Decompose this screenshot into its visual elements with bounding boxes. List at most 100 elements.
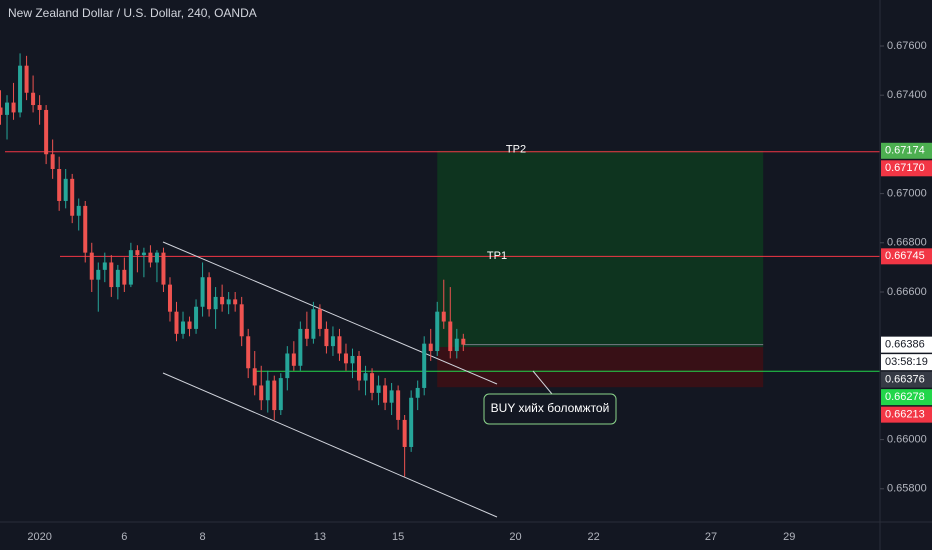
candle-body — [76, 205, 81, 216]
callout-pointer — [532, 370, 553, 395]
candle-body — [311, 309, 316, 339]
candle-body — [102, 262, 107, 270]
candle-body — [291, 353, 296, 366]
candle-body — [213, 296, 218, 310]
candle-body — [148, 252, 153, 263]
candle-body — [350, 355, 355, 364]
candle-body — [435, 311, 440, 352]
candle-body — [337, 336, 342, 354]
candle-body — [187, 321, 192, 329]
countdown-label-bg — [881, 354, 932, 371]
candle-body — [109, 262, 114, 288]
callout-box — [483, 393, 617, 425]
x-tick-label: 6 — [121, 531, 127, 543]
candle-body — [233, 299, 238, 305]
candle-body — [122, 269, 127, 285]
candle-body — [154, 252, 159, 263]
y-tick-label: 0.67600 — [887, 40, 927, 52]
y-tick-label: 0.65800 — [887, 483, 927, 495]
price-label-bg — [881, 389, 932, 406]
position-loss — [437, 347, 764, 388]
x-tick-label: 15 — [392, 531, 404, 543]
countdown-label: 03:58:19 — [885, 356, 928, 368]
candle-body — [285, 353, 290, 379]
candle-body — [265, 380, 270, 401]
candle-body — [220, 296, 225, 305]
price-label: 0.66213 — [885, 409, 925, 421]
candle-body — [37, 105, 42, 110]
price-label: 0.67174 — [885, 145, 925, 157]
candle-body — [115, 269, 120, 288]
candle-body — [11, 102, 16, 113]
candle-body — [96, 269, 101, 280]
candle-body — [330, 336, 335, 347]
candle-body — [50, 154, 55, 169]
candle-body — [167, 284, 172, 312]
price-label: 0.66745 — [885, 250, 925, 262]
price-label: 0.66278 — [885, 391, 925, 403]
y-tick-label: 0.67000 — [887, 188, 927, 200]
candle-body — [317, 309, 322, 329]
price-label-bg — [881, 248, 932, 265]
candle-body — [324, 328, 329, 347]
price-label-bg — [881, 142, 932, 159]
candle-body — [226, 299, 231, 305]
chart-title: New Zealand Dollar / U.S. Dollar, 240, O… — [8, 6, 257, 20]
candles — [0, 53, 466, 477]
candle-body — [343, 353, 348, 364]
y-tick-label: 0.66000 — [887, 433, 927, 445]
candle-body — [376, 385, 381, 393]
price-label-bg — [881, 160, 932, 177]
candle-body — [128, 250, 133, 285]
candle-body — [31, 92, 36, 106]
channel-upper — [162, 241, 498, 385]
candle-body — [389, 390, 394, 403]
candle-body — [44, 109, 49, 155]
price-label-bg — [881, 371, 932, 388]
x-tick-label: 2020 — [27, 531, 51, 543]
candle-body — [135, 250, 140, 256]
candle-body — [363, 373, 368, 381]
candle-body — [70, 178, 75, 216]
callout-text: BUY хийх боломжтой — [491, 401, 610, 415]
candle-body — [304, 328, 309, 339]
candle-body — [357, 355, 362, 381]
candle-body — [239, 304, 244, 337]
x-tick-label: 27 — [705, 531, 717, 543]
candle-body — [396, 390, 401, 420]
candle-body — [259, 385, 264, 401]
price-label-bg — [881, 336, 932, 353]
candle-body — [18, 65, 23, 113]
candle-body — [428, 343, 433, 352]
candle-body — [246, 336, 251, 369]
candle-body — [57, 168, 62, 201]
candle-body — [200, 277, 205, 307]
x-tick-label: 13 — [314, 531, 326, 543]
candle-body — [415, 387, 420, 398]
candle-body — [252, 368, 257, 386]
candle-body — [370, 373, 375, 393]
candle-body — [402, 419, 407, 447]
candle-body — [207, 277, 212, 310]
candle-body — [83, 205, 88, 253]
position-profit — [437, 150, 764, 348]
candle-body — [5, 102, 10, 115]
price-label-bg — [881, 406, 932, 423]
candle-body — [141, 252, 146, 256]
candle-body — [448, 321, 453, 352]
y-tick-label: 0.67400 — [887, 89, 927, 101]
candle-body — [441, 311, 446, 322]
candle-body — [422, 343, 427, 388]
candle-body — [383, 385, 388, 403]
candle-body — [0, 107, 3, 115]
price-label: 0.67170 — [885, 162, 925, 174]
y-tick-label: 0.66600 — [887, 286, 927, 298]
tp2-label: TP2 — [506, 144, 526, 156]
price-label: 0.66376 — [885, 374, 925, 386]
price-label: 0.66386 — [885, 339, 925, 351]
candle-body — [63, 178, 68, 201]
candle-body — [161, 252, 166, 285]
x-tick-label: 29 — [783, 531, 795, 543]
x-tick-label: 20 — [509, 531, 521, 543]
